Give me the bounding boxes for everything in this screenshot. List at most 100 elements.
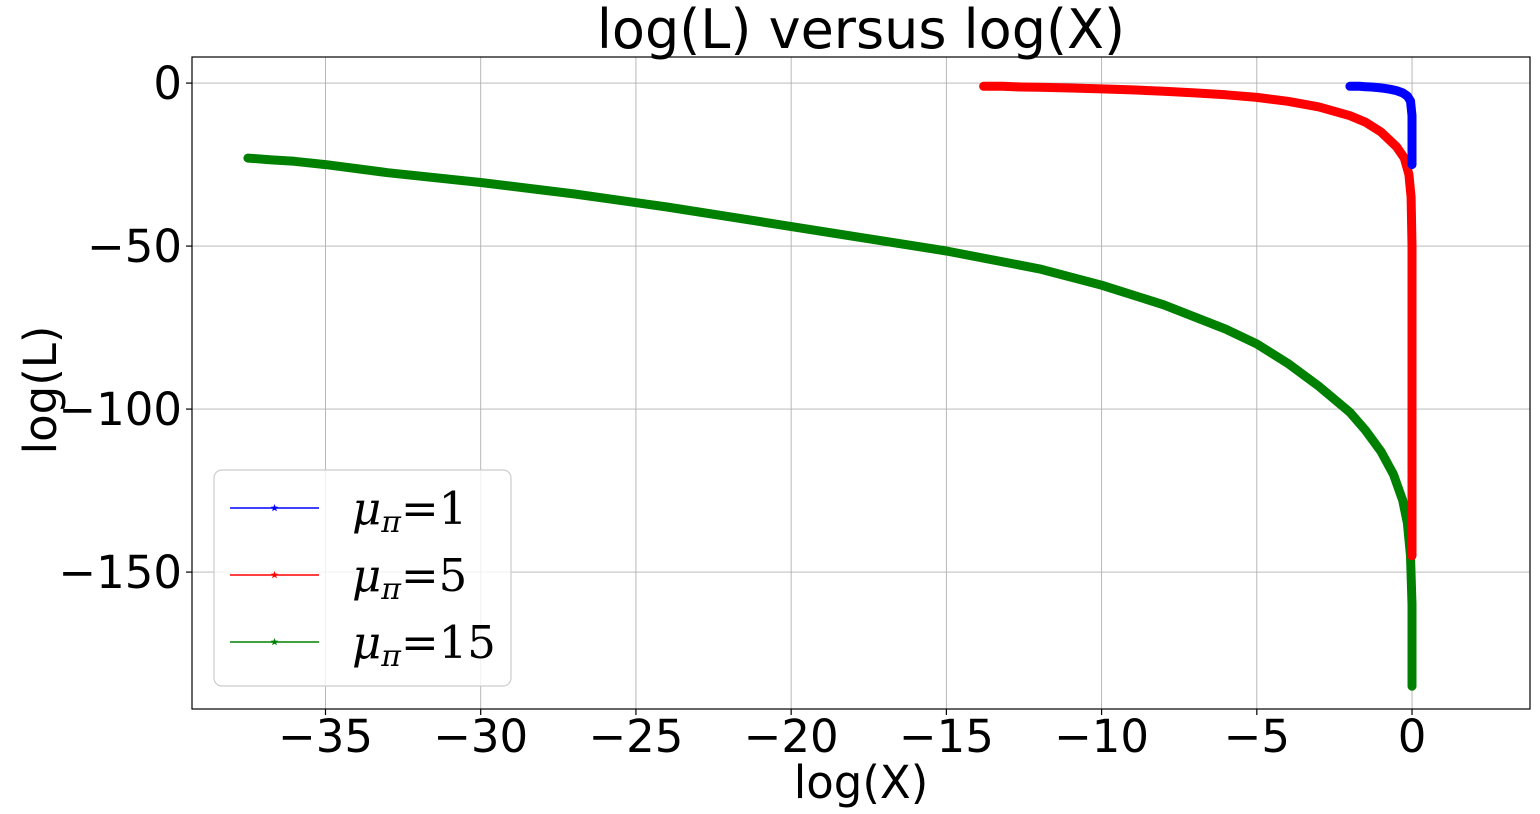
plot-frame (191, 56, 1531, 710)
data-point (1392, 142, 1401, 150)
x-axis-label: log(X) (794, 756, 929, 809)
y-tick-label: 0 (153, 57, 182, 110)
data-point (1128, 85, 1137, 94)
data-point (942, 247, 951, 255)
data-point (1066, 84, 1075, 92)
data-point (1408, 339, 1416, 348)
data-point (1386, 85, 1395, 93)
data-point (1315, 102, 1323, 111)
data-point (1408, 160, 1416, 168)
series-thin-line (247, 157, 1413, 687)
legend-label-subscript: π (380, 572, 402, 607)
data-point (321, 160, 330, 168)
legend-item: μπ=15 (230, 616, 496, 674)
legend-label-value: =5 (401, 549, 467, 602)
x-tick-label: −10 (1054, 710, 1149, 763)
data-point (1408, 111, 1416, 119)
data-point (290, 157, 299, 165)
data-point (1405, 170, 1413, 178)
x-tick-label: 0 (1398, 710, 1427, 763)
data-point (244, 154, 252, 162)
x-tick-label: −15 (899, 710, 994, 763)
legend-item: μπ=1 (230, 482, 467, 540)
legend-label-value: =15 (401, 616, 496, 669)
data-point (1284, 97, 1292, 105)
series-3 (243, 153, 1417, 691)
x-tick-label: −35 (278, 710, 373, 763)
data-point (1377, 447, 1385, 455)
data-point (1315, 382, 1323, 390)
data-point (1406, 97, 1415, 105)
data-point (1346, 408, 1354, 416)
data-point (849, 232, 857, 240)
data-point (265, 155, 274, 163)
data-point (1380, 84, 1388, 92)
data-point (1035, 83, 1044, 91)
data-point (570, 189, 578, 198)
data-point (1159, 300, 1168, 308)
data-point (1408, 470, 1416, 478)
legend-label-mu: μ (352, 616, 381, 669)
data-point (756, 217, 764, 225)
legend-label-value: =1 (401, 482, 467, 535)
data-point (1346, 82, 1354, 90)
series-2 (979, 81, 1417, 561)
data-point (1389, 470, 1398, 478)
data-point (1222, 325, 1230, 333)
data-point (1253, 93, 1261, 101)
data-point (1253, 339, 1261, 348)
data-point (1403, 92, 1412, 100)
data-point (1398, 88, 1407, 97)
legend-marker-swatch (270, 504, 279, 512)
x-tick-label: −20 (744, 710, 839, 763)
data-point (1222, 90, 1230, 99)
y-axis-label: log(L) (14, 326, 67, 455)
data-point (383, 168, 392, 176)
series-1 (1345, 81, 1417, 170)
data-point (998, 82, 1007, 90)
legend-label-mu: μ (352, 482, 381, 535)
data-point (1346, 111, 1354, 119)
series-layer (243, 81, 1417, 691)
legend-label: μπ=5 (352, 549, 467, 607)
legend-marker-swatch (270, 571, 279, 579)
data-point (476, 178, 485, 186)
data-point (1377, 128, 1385, 136)
data-point (1408, 682, 1416, 690)
data-point (1361, 82, 1370, 90)
data-point (663, 203, 671, 211)
data-point (1190, 88, 1199, 97)
data-point (1284, 359, 1292, 367)
y-tick-label: −150 (58, 546, 182, 599)
y-tick-label: −100 (58, 383, 182, 436)
data-point (1400, 154, 1409, 162)
legend: μπ=1μπ=5μπ=15 (213, 469, 512, 687)
legend-label-mu: μ (352, 549, 381, 602)
data-point (1017, 83, 1025, 91)
legend-label: μπ=1 (352, 482, 467, 540)
data-point (1355, 82, 1364, 90)
data-point (1374, 83, 1382, 91)
data-point (1408, 649, 1416, 657)
data-point (1367, 83, 1376, 91)
y-tick-label: −50 (87, 220, 182, 273)
data-point (979, 82, 988, 90)
data-point (1361, 118, 1370, 126)
x-tick-label: −30 (433, 710, 528, 763)
legend-marker-swatch (270, 638, 279, 646)
legend-label-subscript: π (380, 505, 402, 540)
data-point (1159, 87, 1168, 95)
legend-label: μπ=15 (352, 616, 496, 674)
legend-item: μπ=5 (230, 549, 467, 607)
chart-title: log(L) versus log(X) (597, 0, 1125, 61)
data-point (1361, 426, 1370, 434)
axis-ticks: −35 −30 −25 −20 −15 −10 −5 00−50−100−150 (58, 57, 1426, 763)
data-point (1403, 519, 1412, 527)
legend-frame (213, 469, 512, 687)
data-point (1097, 84, 1106, 93)
data-point (1408, 600, 1416, 608)
data-point (1408, 242, 1416, 250)
x-tick-label: −25 (588, 710, 683, 763)
